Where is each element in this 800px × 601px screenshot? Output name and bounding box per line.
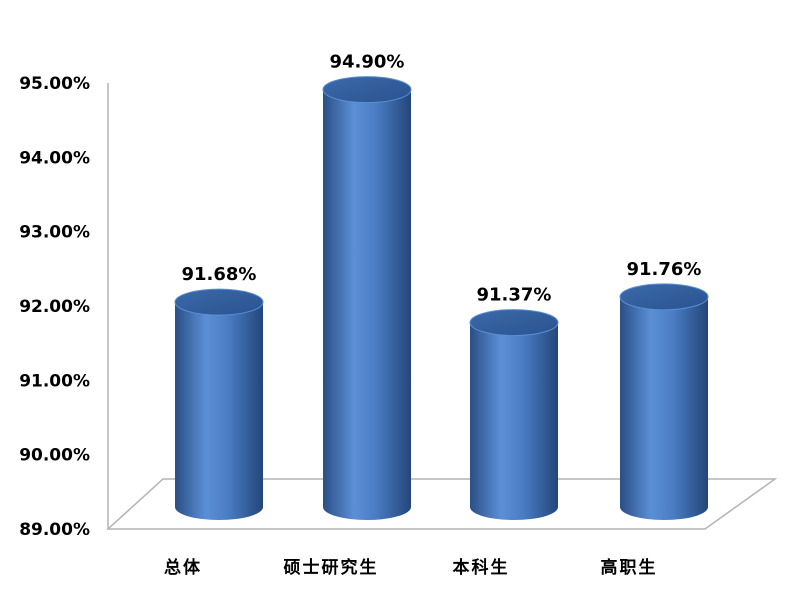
x-category-label: 硕士研究生 — [284, 557, 379, 578]
bar: 94.90% — [322, 52, 412, 520]
x-category-label: 本科生 — [453, 557, 510, 578]
bar: 91.68% — [174, 264, 264, 520]
bars: 91.68% 94.90% 91.37% 91.76% — [174, 52, 709, 520]
bar-top — [469, 309, 559, 337]
bar-body — [323, 89, 411, 520]
bar: 91.76% — [619, 259, 709, 520]
x-category-label: 总体 — [164, 557, 202, 578]
bar-body — [470, 322, 558, 520]
x-category-label: 高职生 — [601, 557, 658, 578]
y-tick-label: 91.00% — [19, 371, 90, 391]
y-tick-label: 90.00% — [19, 446, 90, 466]
y-axis: 89.00% 90.00% 91.00% 92.00% 93.00% 94.00% 95.0… — [19, 74, 109, 540]
data-label: 91.37% — [477, 285, 552, 306]
bar-top — [619, 283, 709, 311]
bar-body — [620, 296, 708, 520]
bar-top — [322, 76, 412, 104]
bar-top — [174, 288, 264, 316]
y-tick-label: 89.00% — [19, 520, 90, 540]
bar: 91.37% — [469, 285, 559, 520]
y-tick-label: 92.00% — [19, 297, 90, 317]
y-tick-label: 95.00% — [19, 74, 90, 94]
y-tick-label: 93.00% — [19, 223, 90, 243]
chart-floor — [106, 478, 778, 530]
data-label: 91.76% — [627, 259, 702, 280]
y-tick-label: 94.00% — [19, 148, 90, 168]
data-label: 94.90% — [330, 52, 405, 73]
x-axis-labels: 总体 硕士研究生 本科生 高职生 — [164, 557, 658, 578]
bar-body — [175, 302, 263, 520]
floor-plane — [106, 478, 778, 530]
data-label: 91.68% — [182, 264, 257, 285]
